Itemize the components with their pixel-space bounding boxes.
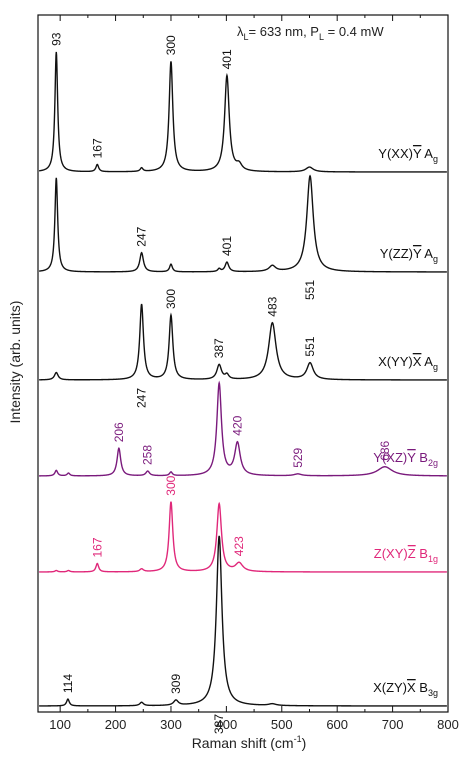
x-tick-label-800: 800 [437, 717, 459, 732]
peak-label-2-1: 247 [135, 226, 149, 246]
peak-label-3-4: 551 [303, 336, 317, 356]
peak-label-5-1: 167 [90, 537, 104, 557]
peak-label-6-1: 114 [61, 674, 75, 693]
axes-group: 100 200 300 400 500 600 700 800 [37, 14, 459, 732]
spectrum-line-3 [39, 303, 447, 381]
spectrum-line-4 [39, 380, 447, 477]
x-tick-label-300: 300 [160, 717, 182, 732]
peak-label-3-2: 387 [212, 338, 226, 358]
y-axis-label: Intensity (arb. units) [7, 301, 23, 424]
peak-label-1-3: 300 [164, 35, 178, 55]
x-tick-label-700: 700 [382, 717, 404, 732]
spectrum-line-1 [39, 51, 447, 173]
spectrum-line-2 [39, 174, 447, 273]
peak-label-3-1: 300 [164, 289, 178, 309]
peak-label-1-4: 401 [220, 49, 234, 69]
peak-label-1-1: 93 [49, 32, 63, 46]
spectrum-label-3: X(YY)X Ag [378, 354, 438, 372]
peak-label-4-4: 529 [291, 447, 305, 467]
peak-label-5-3: 423 [232, 536, 246, 556]
peak-label-1-2: 167 [90, 138, 104, 158]
x-tick-label-100: 100 [49, 717, 71, 732]
spectrum-line-6 [39, 535, 447, 707]
peak-label-4-2: 258 [141, 445, 155, 465]
x-axis-label: Raman shift (cm-1) [192, 734, 307, 751]
spectrum-label-6: X(ZY)X B3g [373, 680, 438, 698]
x-tick-label-500: 500 [271, 717, 293, 732]
spectrum-label-4: Y(XZ)Y B2g [373, 450, 438, 468]
peak-labels-group: 93 167 300 401 Y(XX)Y Ag 247 401 551 Y(ZZ)Y Ag 30… [49, 32, 438, 734]
spectrum-label-2: Y(ZZ)Y Ag [380, 246, 438, 264]
peak-label-2-2: 401 [220, 236, 234, 256]
peak-label-6-2: 309 [169, 674, 183, 694]
plot-frame [37, 14, 449, 713]
peak-label-6-3: 387 [212, 714, 226, 734]
spectrum-label-5: Z(XY)Z B1g [374, 546, 438, 564]
x-tick-label-600: 600 [326, 717, 348, 732]
peak-label-3-5: 247 [135, 388, 149, 408]
peak-label-2-3: 551 [303, 280, 317, 300]
x-tick-label-400: 400 [216, 717, 238, 732]
spectra-group [39, 51, 447, 707]
x-tick-label-200: 200 [105, 717, 127, 732]
spectrum-line-5 [39, 501, 447, 573]
peak-label-3-3: 483 [265, 296, 279, 316]
spectrum-label-1: Y(XX)Y Ag [378, 146, 438, 164]
laser-annotation: λL= 633 nm, PL = 0.4 mW [237, 24, 384, 42]
peak-label-4-3: 420 [231, 415, 245, 435]
peak-label-4-5: 686 [378, 440, 392, 460]
peak-label-5-2: 300 [164, 475, 178, 495]
peak-label-4-1: 206 [112, 422, 126, 442]
